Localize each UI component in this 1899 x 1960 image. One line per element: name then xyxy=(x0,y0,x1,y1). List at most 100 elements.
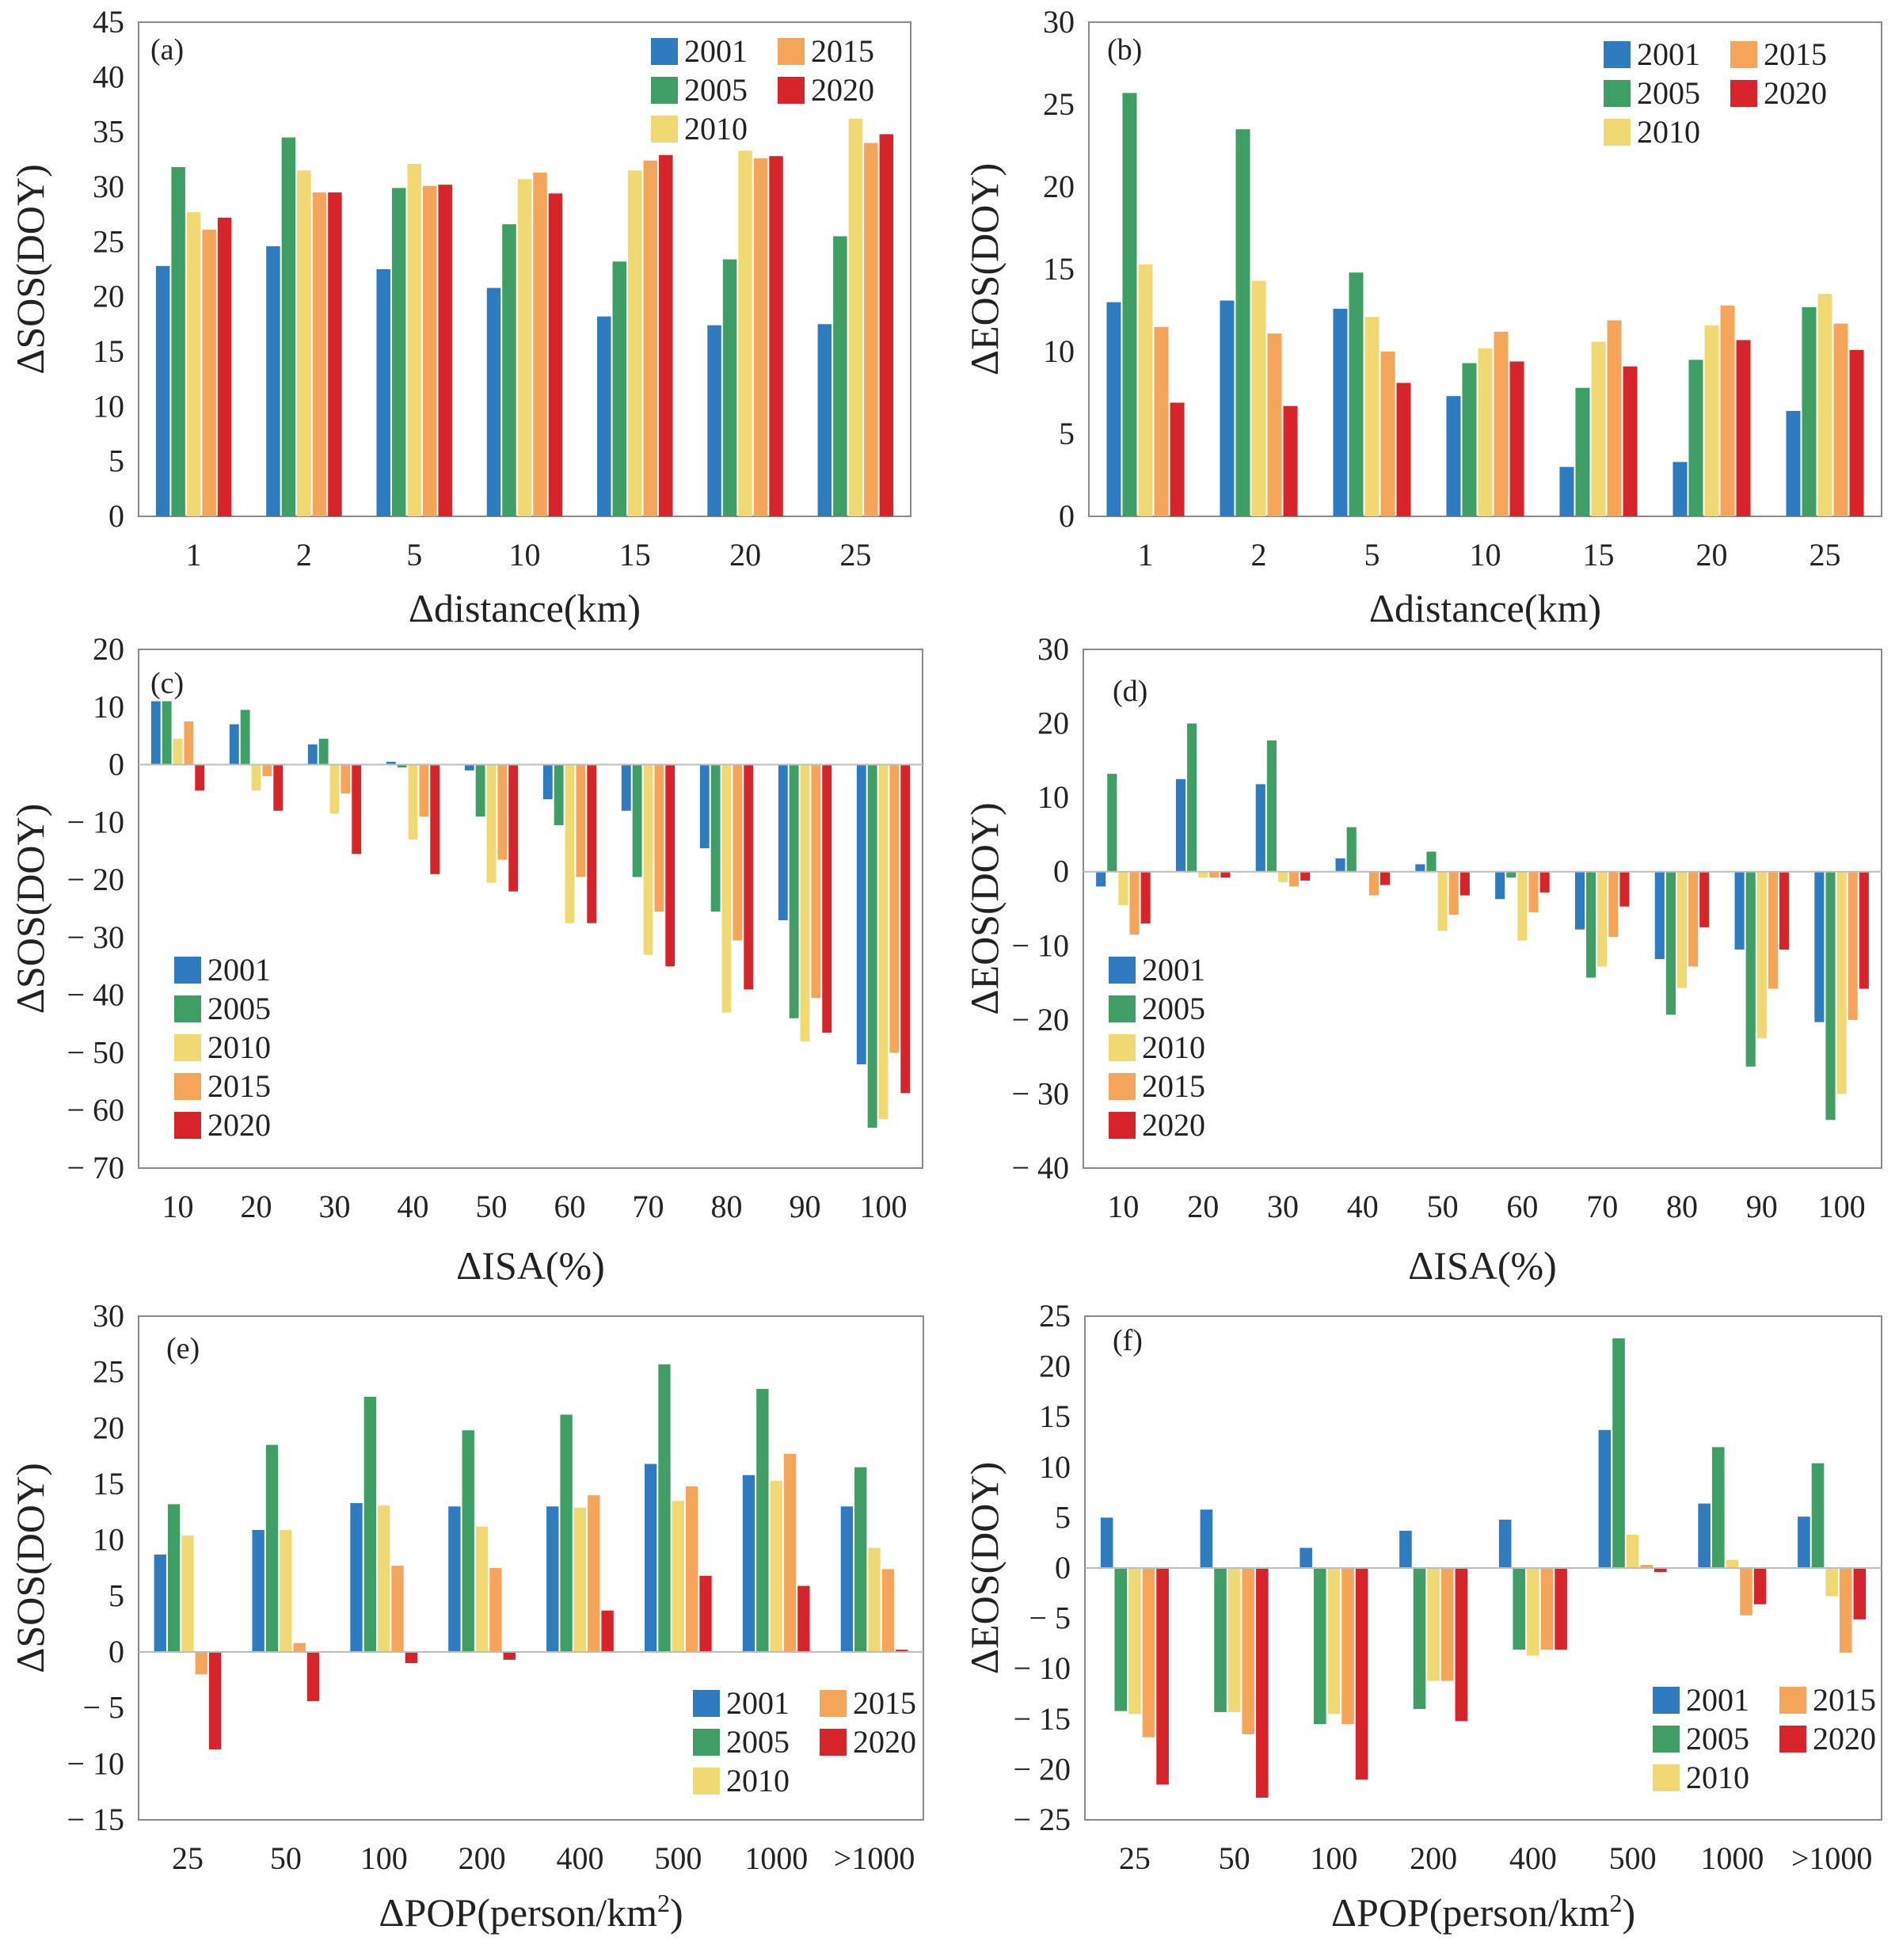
y-tick-label: − 20 xyxy=(67,862,124,897)
y-tick-label: 5 xyxy=(108,1578,124,1613)
legend-swatch-2015 xyxy=(1779,1687,1806,1714)
bar-2020-100 xyxy=(900,764,911,1094)
legend-swatch-2010 xyxy=(1604,119,1631,146)
bar-2020-500 xyxy=(699,1575,712,1652)
x-tick-label: 60 xyxy=(1506,1189,1538,1224)
bar-2005->1000 xyxy=(854,1467,867,1652)
x-tick-label: 20 xyxy=(241,1189,272,1224)
y-tick-label: − 10 xyxy=(67,1745,124,1781)
panel-letter: (e) xyxy=(166,1332,200,1365)
bar-2010-20 xyxy=(738,150,752,517)
bar-2020-10 xyxy=(195,764,205,791)
y-tick-label: 30 xyxy=(93,169,124,204)
legend-label-2001: 2001 xyxy=(207,952,271,988)
y-tick-label: − 20 xyxy=(1013,1751,1071,1787)
x-tick-label: 50 xyxy=(1427,1189,1459,1224)
bar-2005-25 xyxy=(833,236,847,516)
bar-2010-50 xyxy=(1227,1568,1241,1712)
bar-2010-80 xyxy=(1676,871,1688,988)
legend-swatch-2020 xyxy=(1109,1112,1136,1139)
bar-2020-10 xyxy=(1140,871,1151,924)
y-tick-label: 15 xyxy=(93,1466,124,1501)
y-tick-label: 30 xyxy=(1043,4,1075,40)
y-tick-label: 5 xyxy=(1059,416,1075,451)
bar-2005-100 xyxy=(363,1396,377,1652)
y-tick-label: 10 xyxy=(93,1522,124,1558)
legend-swatch-2010 xyxy=(693,1768,720,1794)
legend-label-2001: 2001 xyxy=(726,1685,790,1721)
bar-2020-50 xyxy=(1459,871,1470,896)
bar-2005-5 xyxy=(391,188,406,517)
bar-2005-500 xyxy=(1612,1338,1625,1568)
bar-2005-70 xyxy=(1586,871,1596,978)
legend-label-2001: 2001 xyxy=(1142,952,1205,988)
bar-2015-2 xyxy=(312,192,327,516)
bar-2010-25 xyxy=(1128,1568,1141,1715)
bar-2005-5 xyxy=(1349,272,1364,516)
bar-2010-400 xyxy=(1527,1568,1539,1656)
bar-2001-30 xyxy=(1255,784,1265,872)
bar-2005-60 xyxy=(554,764,564,825)
y-tick-label: 20 xyxy=(93,279,124,314)
x-tick-label: 10 xyxy=(1470,537,1501,573)
x-tick-label: 70 xyxy=(633,1189,664,1224)
plot-frame xyxy=(1083,649,1882,1169)
bar-2001-10 xyxy=(486,287,501,516)
bar-2020-60 xyxy=(587,764,597,923)
x-tick-label: 1 xyxy=(1138,537,1154,573)
legend-label-2010: 2010 xyxy=(207,1029,271,1065)
bar-2020-20 xyxy=(1220,871,1231,878)
bar-2005-2 xyxy=(1235,129,1250,516)
bar-2015-30 xyxy=(1289,871,1300,887)
bar-2005-200 xyxy=(462,1430,474,1652)
bar-2010-20 xyxy=(1704,325,1719,516)
x-tick-label: 10 xyxy=(509,537,541,573)
bar-2020-50 xyxy=(508,764,519,892)
x-tick-label: 50 xyxy=(270,1840,302,1876)
legend-swatch-2020 xyxy=(1730,80,1757,107)
bar-2005-1000 xyxy=(1711,1447,1725,1568)
bar-2001-500 xyxy=(644,1463,657,1652)
x-axis-label: ΔPOP(person/km2) xyxy=(1331,1889,1635,1935)
bar-2001-30 xyxy=(307,744,318,765)
y-tick-label: − 15 xyxy=(67,1802,124,1837)
bar-2001-70 xyxy=(621,764,631,811)
legend-label-2015: 2015 xyxy=(1142,1068,1205,1104)
bar-2005-80 xyxy=(710,764,721,912)
bar-2015-50 xyxy=(497,764,508,860)
legend-swatch-2005 xyxy=(1604,80,1631,107)
x-tick-label: 15 xyxy=(619,537,651,573)
bar-2015-20 xyxy=(1720,305,1735,516)
y-tick-label: 0 xyxy=(108,1634,124,1669)
legend-swatch-2005 xyxy=(174,995,201,1022)
legend-label-2005: 2005 xyxy=(1686,1721,1749,1756)
legend-label-2001: 2001 xyxy=(684,33,748,69)
panel-letter: (a) xyxy=(150,33,184,67)
legend-swatch-2001 xyxy=(651,38,678,65)
bar-2015-10 xyxy=(184,721,194,765)
y-tick-label: − 50 xyxy=(67,1034,124,1070)
y-tick-label: 15 xyxy=(1043,251,1075,287)
bar-2001-50 xyxy=(464,764,474,771)
x-tick-label: 80 xyxy=(1666,1189,1698,1224)
legend-label-2001: 2001 xyxy=(1637,36,1700,72)
bar-2020-2 xyxy=(328,192,342,516)
bar-2015-15 xyxy=(643,160,658,516)
x-tick-label: >1000 xyxy=(834,1840,915,1876)
bar-2015-50 xyxy=(293,1642,306,1652)
y-tick-label: − 5 xyxy=(82,1690,124,1726)
y-tick-label: − 25 xyxy=(1013,1802,1071,1837)
bar-2015-500 xyxy=(685,1486,698,1652)
bar-2001-100 xyxy=(1300,1547,1312,1568)
y-axis-label: ΔEOS(DOY) xyxy=(962,163,1007,375)
bar-2015->1000 xyxy=(1839,1568,1852,1653)
x-tick-label: 100 xyxy=(360,1840,408,1876)
bar-2015-80 xyxy=(1688,871,1699,967)
bar-2010-10 xyxy=(1118,871,1128,905)
bar-2005-400 xyxy=(1513,1568,1526,1650)
bar-2010-100 xyxy=(1836,871,1847,1094)
bar-2015-2 xyxy=(1267,333,1282,516)
